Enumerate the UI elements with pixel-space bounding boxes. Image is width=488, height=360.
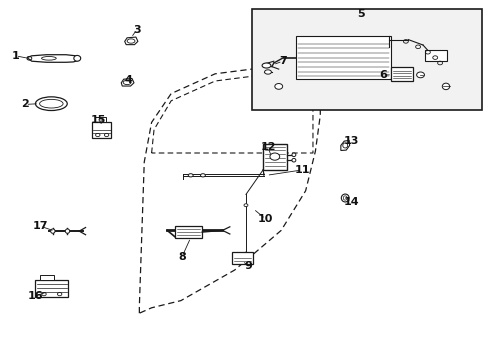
Bar bbox=[251, 9, 481, 110]
Ellipse shape bbox=[269, 153, 279, 160]
Text: 12: 12 bbox=[260, 142, 275, 152]
Text: 7: 7 bbox=[278, 56, 286, 66]
Ellipse shape bbox=[244, 204, 247, 207]
Bar bbox=[92, 122, 111, 138]
Ellipse shape bbox=[262, 63, 270, 68]
Ellipse shape bbox=[264, 70, 271, 74]
Text: 1: 1 bbox=[12, 51, 20, 61]
Ellipse shape bbox=[341, 194, 348, 202]
Text: 13: 13 bbox=[343, 136, 358, 146]
Ellipse shape bbox=[74, 55, 81, 61]
Ellipse shape bbox=[291, 153, 295, 157]
Bar bbox=[40, 275, 54, 280]
Bar bbox=[390, 67, 412, 81]
Text: 4: 4 bbox=[124, 75, 132, 85]
Text: 10: 10 bbox=[257, 214, 273, 224]
Text: 3: 3 bbox=[133, 24, 141, 35]
Ellipse shape bbox=[200, 174, 205, 177]
Polygon shape bbox=[27, 55, 81, 62]
Bar bbox=[35, 280, 68, 297]
Ellipse shape bbox=[65, 229, 70, 233]
Ellipse shape bbox=[416, 72, 424, 78]
Bar bbox=[295, 36, 390, 79]
Text: 6: 6 bbox=[378, 70, 386, 80]
Text: 2: 2 bbox=[21, 99, 29, 109]
Text: 16: 16 bbox=[28, 291, 43, 301]
Text: 15: 15 bbox=[91, 114, 106, 125]
Polygon shape bbox=[121, 78, 134, 86]
Text: 14: 14 bbox=[343, 197, 358, 207]
Ellipse shape bbox=[51, 229, 55, 233]
Bar bbox=[263, 144, 286, 170]
Polygon shape bbox=[340, 140, 349, 150]
Ellipse shape bbox=[441, 83, 449, 90]
Ellipse shape bbox=[35, 97, 67, 111]
Polygon shape bbox=[124, 37, 138, 45]
Ellipse shape bbox=[274, 84, 282, 89]
Bar bbox=[95, 117, 106, 122]
Bar bbox=[425, 50, 447, 61]
Bar bbox=[232, 252, 252, 264]
Bar bbox=[175, 226, 202, 238]
Ellipse shape bbox=[291, 158, 295, 162]
Text: 11: 11 bbox=[294, 165, 309, 175]
Text: 17: 17 bbox=[32, 221, 48, 231]
Text: 8: 8 bbox=[178, 252, 185, 262]
Text: 9: 9 bbox=[244, 261, 252, 271]
Text: 5: 5 bbox=[356, 9, 364, 19]
Ellipse shape bbox=[188, 174, 193, 177]
